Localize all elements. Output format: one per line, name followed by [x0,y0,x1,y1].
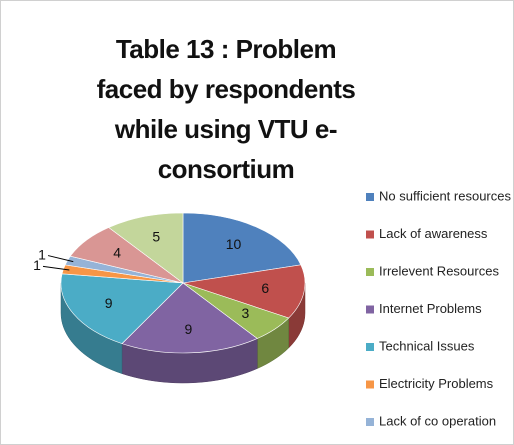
leader-line [42,265,70,271]
data-label: 3 [241,305,249,321]
legend-swatch [366,193,374,201]
pie-slice [60,273,184,344]
pie-slice [182,264,306,319]
data-label: 9 [185,321,193,337]
legend-label: No sufficient resources [379,188,511,203]
legend-label: Lack of awareness [379,226,488,241]
data-label: 1 [38,246,46,262]
legend-swatch [366,418,374,426]
legend-swatch [366,268,374,276]
data-label: 4 [113,245,121,261]
legend-swatch [366,230,374,239]
data-label: 9 [105,295,113,311]
legend-swatch [366,305,374,314]
pie-slice [182,212,302,284]
legend-swatch [366,380,374,389]
legend-swatch [366,343,374,351]
chart-title: Table 13 : Problem faced by respondents … [96,34,356,184]
pie-slice [108,212,184,284]
pie-slice [121,282,258,354]
data-label: 5 [152,229,160,245]
data-label: 10 [226,236,242,252]
legend-label: Electricity Problems [379,376,494,391]
legend-label: Irrelevent Resources [379,263,499,278]
legend-label: Lack of co operation [379,413,496,428]
data-label: 6 [261,280,269,296]
leader-line [47,255,74,263]
data-label: 1 [33,257,41,273]
legend-label: Technical Issues [379,338,475,353]
legend-label: Internet Problems [379,301,482,316]
